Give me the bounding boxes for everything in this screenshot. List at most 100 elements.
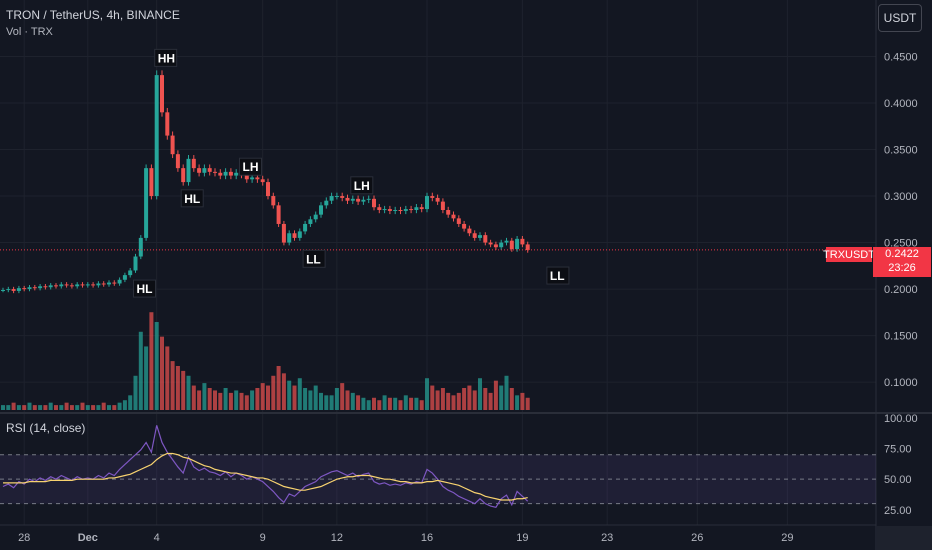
volume-bar: [234, 390, 239, 410]
volume-bar: [493, 380, 498, 410]
volume-bar: [499, 385, 504, 410]
candle-body: [69, 285, 74, 287]
time-tick-label: 26: [691, 532, 703, 544]
candle-body: [329, 196, 334, 201]
volume-bar: [345, 390, 350, 410]
candle-body: [297, 231, 302, 238]
volume-bar: [69, 405, 74, 410]
volume-bar: [297, 378, 302, 410]
volume-bar: [16, 405, 21, 410]
volume-bar: [334, 388, 339, 410]
price-tick-label: 0.2500: [884, 238, 918, 250]
candle-body: [175, 154, 180, 169]
volume-bar: [32, 405, 37, 410]
candle-body: [101, 283, 106, 285]
candle-body: [456, 218, 461, 224]
volume-bar: [446, 392, 451, 410]
candle-body: [223, 171, 228, 176]
volume-bar: [138, 331, 143, 410]
volume-bar: [197, 390, 202, 410]
volume-bar: [430, 385, 435, 410]
symbol-price-tag: TRXUSDT: [823, 247, 875, 262]
volume-bar: [43, 405, 48, 410]
candle-body: [308, 219, 313, 224]
candle-body: [287, 233, 292, 243]
candle-body: [27, 287, 32, 290]
volume-bar: [403, 395, 408, 410]
candle-body: [387, 209, 392, 211]
candle-body: [266, 182, 270, 197]
candle-body: [244, 174, 249, 180]
volume-bar: [276, 366, 281, 410]
candle-body: [382, 209, 387, 211]
candle-body: [451, 214, 456, 219]
candle-body: [16, 288, 21, 291]
time-tick-label: 19: [516, 532, 528, 544]
volume-bar: [324, 395, 329, 410]
last-price-tag: 0.2422 23:26: [873, 247, 931, 277]
candle-body: [138, 237, 143, 257]
candle-body: [435, 197, 440, 202]
volume-bar: [48, 402, 53, 410]
volume-bar: [287, 380, 292, 410]
rsi-tick-label: 75.00: [884, 444, 912, 456]
volume-bar: [54, 405, 58, 410]
volume-bar: [387, 397, 392, 410]
volume-bar: [329, 395, 334, 410]
volume-bar: [260, 383, 265, 410]
volume-bar: [101, 402, 106, 410]
volume-bar: [128, 395, 133, 410]
volume-bar: [292, 385, 297, 410]
price-tick-label: 0.4000: [884, 98, 918, 110]
volume-bar: [59, 405, 64, 410]
volume-bar: [218, 392, 223, 410]
candle-body: [483, 235, 488, 243]
candle-body: [32, 287, 37, 289]
candle-body: [292, 233, 297, 238]
candle-body: [403, 209, 408, 211]
currency-button[interactable]: USDT: [878, 4, 922, 32]
candle-body: [493, 244, 498, 248]
volume-bar: [414, 397, 419, 410]
candle-body: [515, 238, 520, 250]
candle-body: [366, 198, 371, 200]
candle-body: [107, 282, 111, 285]
candle-body: [85, 284, 90, 286]
volume-bar: [91, 405, 96, 410]
volume-bar: [223, 388, 228, 410]
pattern-label-box: [546, 266, 570, 285]
candle-body: [22, 288, 27, 290]
volume-bar: [149, 312, 154, 410]
volume-bar: [133, 375, 138, 410]
rsi-line: [2, 425, 529, 508]
volume-bar: [244, 395, 249, 410]
volume-bar: [425, 378, 429, 410]
volume-bar: [175, 366, 180, 410]
volume-bar: [154, 322, 159, 410]
time-tick-label: 28: [18, 532, 30, 544]
pattern-label-box: [239, 157, 262, 176]
volume-bar: [509, 388, 514, 410]
volume-bar: [515, 395, 520, 410]
volume-bar: [525, 397, 530, 410]
candle-body: [117, 279, 122, 284]
volume-bar: [170, 361, 175, 410]
time-tick-label: 9: [260, 532, 266, 544]
candle-body: [446, 210, 451, 215]
candle-body: [213, 171, 217, 173]
volume-bar: [11, 402, 16, 410]
volume-bar: [303, 388, 308, 410]
time-tick-label: 29: [781, 532, 793, 544]
volume-bar: [191, 385, 196, 410]
candle-body: [181, 168, 186, 183]
volume-bar: [85, 405, 90, 410]
candle-body: [202, 168, 207, 173]
volume-bar: [467, 385, 472, 410]
pattern-label: HL: [137, 282, 153, 296]
candle-body: [472, 233, 477, 238]
volume-bar: [207, 388, 212, 410]
candle-body: [313, 214, 318, 220]
volume-bar: [117, 402, 122, 410]
axis-corner: [877, 526, 932, 550]
